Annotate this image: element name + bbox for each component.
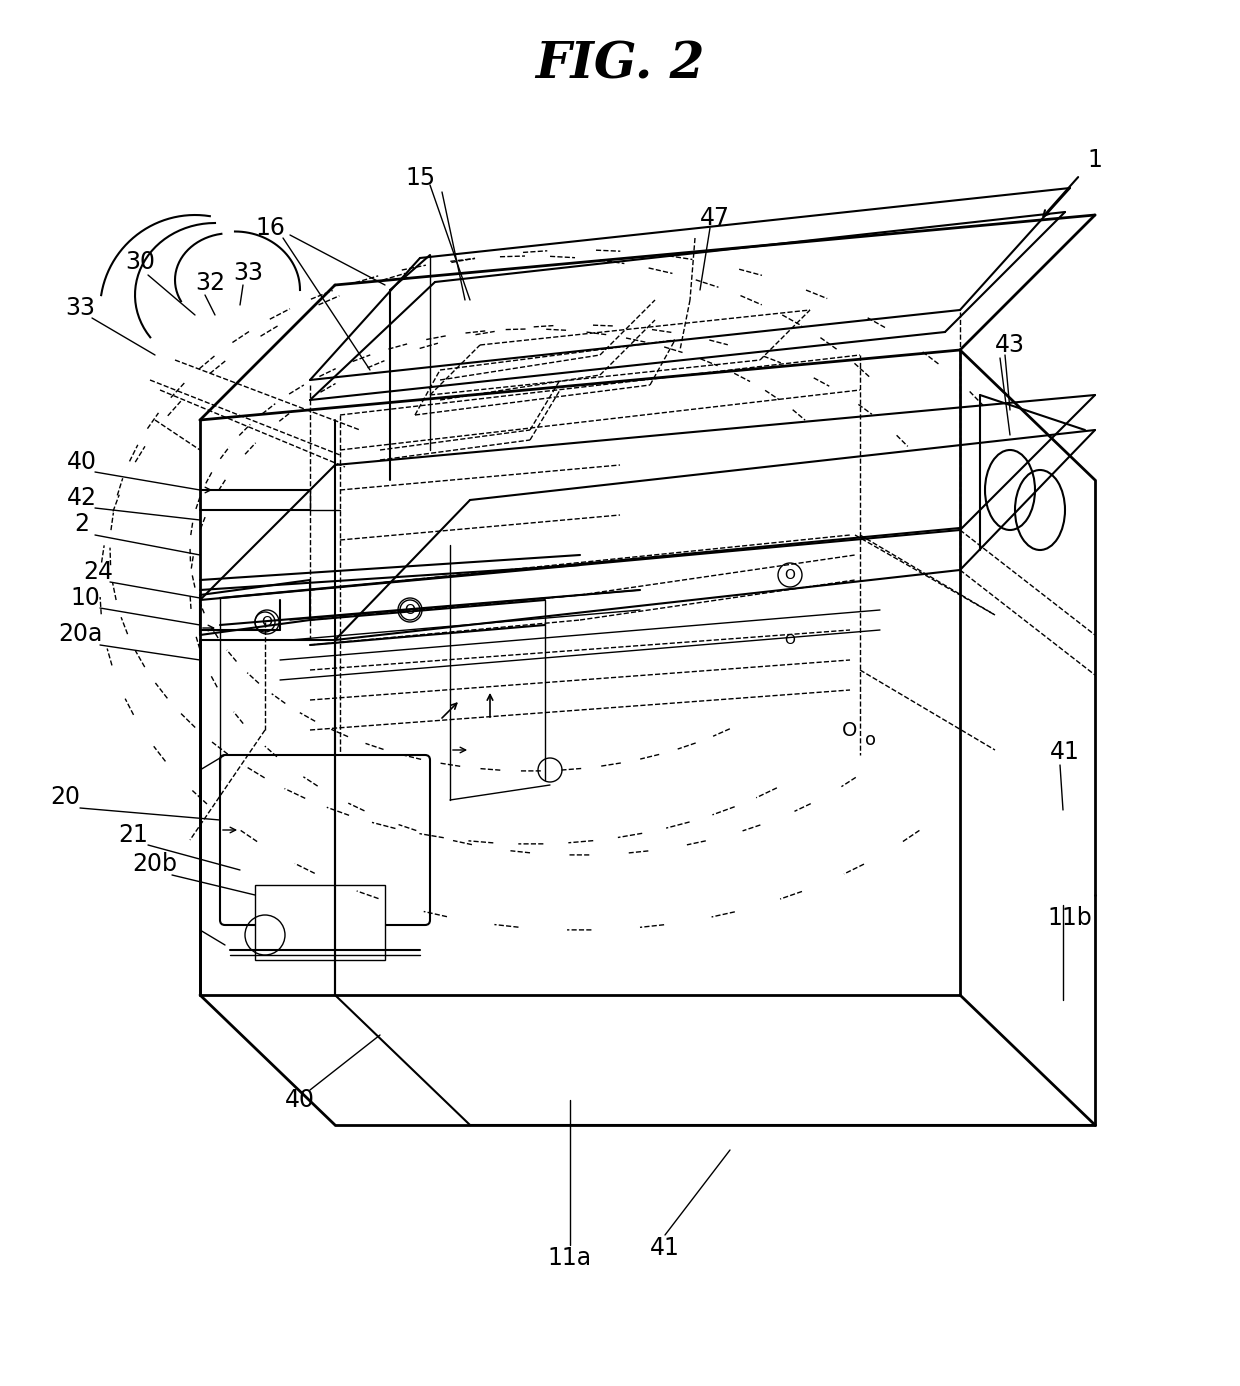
Bar [255,886,384,960]
Text: 21: 21 [118,823,148,847]
Text: 20a: 20a [58,622,102,646]
Text: 43: 43 [994,333,1025,358]
FancyBboxPatch shape [219,755,430,924]
Text: 16: 16 [255,216,285,240]
Text: 15: 15 [405,166,435,190]
Text: 32: 32 [195,272,224,295]
Text: 10: 10 [71,586,100,610]
Text: 41: 41 [650,1236,680,1260]
Text: 40: 40 [285,1088,315,1112]
Text: 20b: 20b [133,852,177,876]
Text: 41: 41 [1050,740,1080,764]
Text: O: O [785,633,795,647]
Text: 24: 24 [83,560,113,584]
Text: 11a: 11a [548,1246,591,1270]
Text: O: O [785,568,795,582]
Text: 47: 47 [701,207,730,230]
Text: 33: 33 [233,261,263,286]
Text: O: O [404,603,415,617]
Text: 30: 30 [125,249,155,274]
Text: O: O [842,721,858,740]
Text: O: O [262,615,273,629]
Text: 40: 40 [67,450,97,474]
Text: 33: 33 [64,297,95,320]
Text: 42: 42 [67,486,97,510]
Text: FIG. 2: FIG. 2 [536,40,704,90]
Text: 2: 2 [74,511,89,536]
Text: 1: 1 [1087,148,1102,172]
Text: 11b: 11b [1048,906,1092,930]
Text: 20: 20 [50,784,81,809]
Text: o: o [864,730,875,748]
